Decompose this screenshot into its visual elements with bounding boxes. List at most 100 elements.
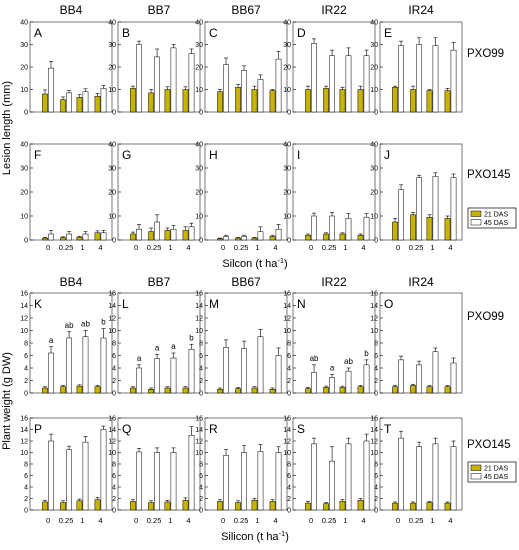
bar-45das — [223, 236, 229, 241]
bar-45das — [154, 56, 160, 113]
y-tick-label: 8 — [112, 341, 116, 348]
variety-title: BB4 — [60, 3, 83, 17]
strain-label: PXO99 — [467, 311, 504, 323]
x-tick-label: 0.25 — [147, 243, 162, 252]
bar-21das — [444, 502, 451, 511]
y-tick-label: 10 — [195, 214, 203, 221]
y-tick-label: 20 — [370, 65, 378, 72]
y-tick-label: 4 — [374, 485, 378, 492]
significance-label: a — [137, 354, 142, 363]
panel-e: E 0 10 20 30 40 — [370, 20, 463, 117]
bar-45das — [363, 55, 370, 113]
y-tick-label: 16 — [108, 291, 116, 298]
y-tick-label: 0 — [199, 110, 203, 117]
panel-letter: M — [209, 297, 219, 311]
x-tick-label: 0 — [221, 516, 225, 525]
y-tick-label: 16 — [20, 291, 28, 298]
y-tick-label: 2 — [199, 496, 203, 503]
significance-label: a — [171, 342, 176, 351]
panel-letter: T — [384, 422, 392, 436]
significance-label: a — [155, 343, 160, 352]
panel-a: A 0 10 20 30 40 — [20, 20, 113, 117]
bar-45das — [223, 347, 229, 394]
y-tick-label: 30 — [108, 42, 116, 49]
bar-21das — [42, 501, 48, 511]
bar-45das — [154, 221, 160, 241]
bar-21das — [392, 87, 398, 113]
panel-letter: R — [209, 422, 218, 436]
bar-45das — [66, 337, 72, 394]
bar-45das — [48, 67, 54, 113]
y-tick-label: 16 — [108, 416, 116, 423]
bar-45das — [241, 236, 247, 241]
panel-letter: D — [297, 26, 306, 40]
panel-m: M 0 2 4 6 8 10 12 14 16 — [195, 291, 288, 398]
bar-21das — [217, 389, 223, 394]
bar-21das — [392, 386, 398, 394]
legend-label-21: 21 DAS — [484, 212, 508, 219]
bar-45das — [450, 177, 457, 241]
bar-21das — [339, 89, 346, 113]
y-tick-label: 10 — [108, 450, 116, 457]
bar-21das — [323, 503, 329, 511]
x-tick-label: 4 — [448, 516, 452, 525]
y-tick-label: 2 — [287, 496, 291, 503]
x-tick-label: 0.25 — [234, 243, 249, 252]
variety-title: BB67 — [231, 275, 261, 289]
panel-d: D 0 10 20 30 40 — [283, 20, 376, 117]
variety-title: BB67 — [231, 3, 261, 17]
strain-label: PXO145 — [467, 169, 510, 181]
y-tick-label: 6 — [24, 473, 28, 480]
y-tick-label: 0 — [24, 508, 28, 515]
y-tick-label: 4 — [112, 485, 116, 492]
panel-letter: J — [384, 148, 390, 162]
y-tick-label: 10 — [108, 87, 116, 94]
bar-21das — [357, 234, 364, 241]
y-tick-label: 16 — [370, 416, 378, 423]
y-tick-label: 0 — [24, 110, 28, 117]
significance-label: ab — [310, 354, 319, 363]
y-tick-label: 8 — [287, 462, 291, 469]
y-tick-label: 16 — [283, 416, 291, 423]
x-axis-title: Silicon (t ha-1) — [221, 529, 289, 543]
y-tick-label: 2 — [112, 378, 116, 385]
bar-21das — [148, 92, 154, 113]
bar-21das — [94, 232, 101, 241]
x-tick-label: 0.25 — [409, 243, 424, 252]
bar-21das — [426, 90, 433, 113]
y-tick-label: 12 — [370, 439, 378, 446]
bar-21das — [392, 221, 398, 241]
y-tick-label: 0 — [112, 508, 116, 515]
y-tick-label: 0 — [112, 110, 116, 117]
bar-21das — [60, 386, 66, 394]
strain-label: PXO145 — [467, 439, 510, 451]
y-tick-label: 10 — [20, 450, 28, 457]
y-tick-label: 40 — [20, 20, 28, 27]
panel-letter: I — [297, 148, 300, 162]
bar-21das — [339, 501, 346, 511]
bar-45das — [188, 226, 195, 241]
variety-title: IR24 — [408, 3, 434, 17]
bar-45das — [311, 43, 317, 113]
x-tick-label: 1 — [255, 516, 259, 525]
panel-k: K 0 2 4 6 8 10 12 14 16 a ab ab b — [20, 291, 113, 398]
y-tick-label: 8 — [287, 341, 291, 348]
bar-21das — [323, 387, 329, 394]
variety-title: BB4 — [60, 275, 83, 289]
x-axis-title: Silcon (t ha-1) — [222, 256, 287, 270]
y-tick-label: 10 — [195, 450, 203, 457]
bar-21das — [130, 88, 136, 113]
panel-frame — [292, 143, 376, 241]
x-tick-label: 0.25 — [409, 516, 424, 525]
y-tick-label: 16 — [195, 291, 203, 298]
bar-45das — [257, 336, 264, 394]
bar-45das — [432, 176, 439, 241]
x-tick-label: 1 — [343, 516, 347, 525]
panel-g: G 0 10 20 30 40 0 0.25 1 4 — [108, 142, 201, 252]
bar-45das — [311, 372, 317, 394]
y-tick-label: 20 — [283, 190, 291, 197]
bar-21das — [42, 93, 48, 113]
y-tick-label: 10 — [370, 328, 378, 335]
